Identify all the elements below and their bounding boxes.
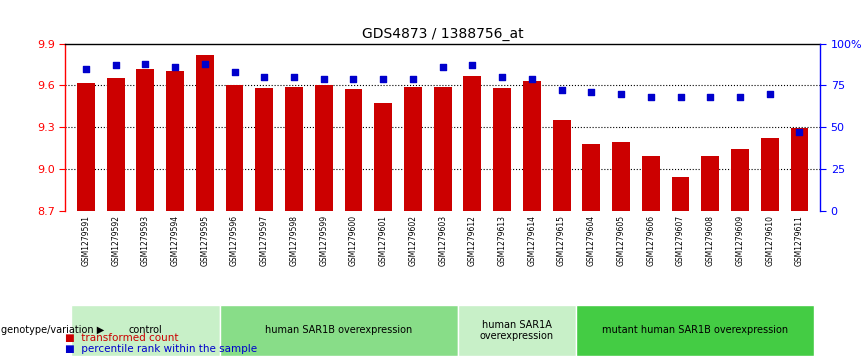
Text: GSM1279600: GSM1279600 <box>349 215 358 266</box>
Text: GSM1279595: GSM1279595 <box>201 215 209 266</box>
Bar <box>404 87 422 211</box>
Bar <box>107 78 125 211</box>
Bar <box>285 87 303 211</box>
Text: GSM1279609: GSM1279609 <box>735 215 745 266</box>
Bar <box>582 144 601 211</box>
Text: ■  transformed count: ■ transformed count <box>65 333 179 343</box>
Text: GSM1279607: GSM1279607 <box>676 215 685 266</box>
Point <box>703 94 717 100</box>
Point <box>257 74 271 80</box>
Point <box>465 62 479 68</box>
Point <box>79 66 93 72</box>
Bar <box>166 72 184 211</box>
Bar <box>196 55 214 211</box>
Bar <box>553 120 570 211</box>
Point <box>674 94 687 100</box>
Bar <box>374 103 392 211</box>
Point <box>615 91 628 97</box>
Text: GSM1279603: GSM1279603 <box>438 215 447 266</box>
Bar <box>731 149 749 211</box>
Text: mutant human SAR1B overexpression: mutant human SAR1B overexpression <box>602 325 788 335</box>
Bar <box>672 177 689 211</box>
Bar <box>71 305 220 356</box>
Point <box>376 76 390 82</box>
Text: GSM1279602: GSM1279602 <box>409 215 418 266</box>
Point <box>525 76 539 82</box>
Point <box>108 62 122 68</box>
Text: GSM1279612: GSM1279612 <box>468 215 477 266</box>
Bar <box>576 305 814 356</box>
Text: human SAR1A
overexpression: human SAR1A overexpression <box>480 319 554 341</box>
Point <box>317 76 331 82</box>
Text: GSM1279605: GSM1279605 <box>616 215 626 266</box>
Bar <box>457 305 576 356</box>
Point <box>138 61 152 66</box>
Bar <box>791 129 808 211</box>
Point <box>287 74 301 80</box>
Text: GSM1279606: GSM1279606 <box>647 215 655 266</box>
Text: human SAR1B overexpression: human SAR1B overexpression <box>265 325 412 335</box>
Text: GSM1279615: GSM1279615 <box>557 215 566 266</box>
Point <box>792 129 806 135</box>
Bar <box>434 87 451 211</box>
Bar <box>136 69 155 211</box>
Text: GSM1279597: GSM1279597 <box>260 215 269 266</box>
Point <box>227 69 241 75</box>
Bar <box>701 156 720 211</box>
Bar <box>315 85 332 211</box>
Point <box>436 64 450 70</box>
Bar <box>523 81 541 211</box>
Bar <box>493 88 511 211</box>
Point <box>733 94 747 100</box>
Point <box>763 91 777 97</box>
Bar <box>255 88 273 211</box>
Bar <box>612 142 630 211</box>
Bar <box>345 89 363 211</box>
Bar <box>77 82 95 211</box>
Text: GSM1279593: GSM1279593 <box>141 215 150 266</box>
Text: GSM1279613: GSM1279613 <box>497 215 507 266</box>
Text: GSM1279604: GSM1279604 <box>587 215 595 266</box>
Text: GSM1279598: GSM1279598 <box>290 215 299 266</box>
Bar <box>220 305 457 356</box>
Text: GSM1279592: GSM1279592 <box>111 215 120 266</box>
Point <box>198 61 212 66</box>
Text: GSM1279608: GSM1279608 <box>706 215 714 266</box>
Text: GSM1279599: GSM1279599 <box>319 215 328 266</box>
Point <box>584 89 598 95</box>
Point <box>644 94 658 100</box>
Text: genotype/variation ▶: genotype/variation ▶ <box>1 325 104 335</box>
Bar <box>760 138 779 211</box>
Text: GSM1279601: GSM1279601 <box>378 215 388 266</box>
Text: GSM1279596: GSM1279596 <box>230 215 239 266</box>
Text: GSM1279594: GSM1279594 <box>171 215 180 266</box>
Bar <box>226 85 244 211</box>
Text: GSM1279610: GSM1279610 <box>766 215 774 266</box>
Text: ■  percentile rank within the sample: ■ percentile rank within the sample <box>65 343 257 354</box>
Bar <box>464 76 482 211</box>
Point <box>168 64 182 70</box>
Text: GSM1279614: GSM1279614 <box>528 215 536 266</box>
Text: GSM1279611: GSM1279611 <box>795 215 804 266</box>
Text: control: control <box>128 325 162 335</box>
Bar <box>641 156 660 211</box>
Text: GSM1279591: GSM1279591 <box>82 215 90 266</box>
Title: GDS4873 / 1388756_at: GDS4873 / 1388756_at <box>362 27 523 41</box>
Point <box>555 87 569 93</box>
Point <box>496 74 510 80</box>
Point <box>406 76 420 82</box>
Point <box>346 76 360 82</box>
